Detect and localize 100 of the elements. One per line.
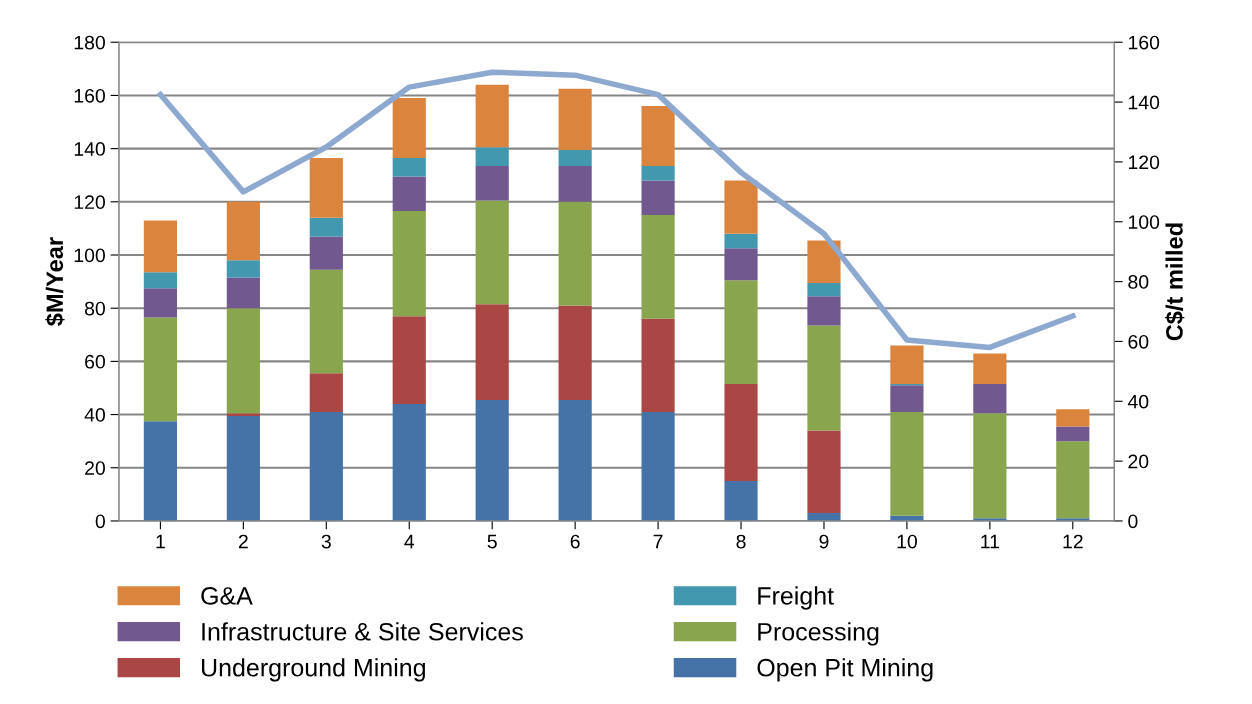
bar [143,421,177,521]
bar [807,240,841,283]
bar [973,353,1007,384]
x-tick-label: 11 [981,534,1000,549]
bar [890,385,924,412]
bar [890,411,924,516]
bar [226,415,260,521]
bar [392,211,426,317]
y-tick-label: 120 [74,195,105,210]
bar [475,147,509,166]
bar [724,481,758,521]
y-tick-label: 100 [74,248,105,263]
y2-tick-label: 120 [1128,155,1160,170]
bar [724,280,758,384]
bar [641,165,675,181]
bar [558,149,592,166]
y2-tick-label: 160 [1128,35,1160,50]
bar [724,248,758,281]
bar [309,411,343,521]
x-tick-label: 2 [238,534,248,549]
bar [890,345,924,384]
y-tick-label: 140 [74,142,105,156]
legend-label: G&A [201,586,253,605]
bar [807,282,841,297]
y-tick-label: 160 [74,88,105,103]
x-tick-label: 12 [1063,534,1083,549]
y2-tick-label: 80 [1128,275,1149,289]
x-tick-label: 6 [570,534,580,549]
bar [558,399,592,521]
y-tick-label: 180 [74,35,105,50]
bar [392,403,426,521]
x-tick-label: 1 [156,534,165,549]
bar [226,308,260,414]
bar [475,84,509,148]
bar [392,157,426,177]
legend-label: Freight [758,586,834,610]
bar [1056,441,1090,519]
bar [724,383,758,482]
bar [143,220,177,273]
y-tick-label: 40 [84,408,105,422]
bar [973,413,1007,519]
bar [558,305,592,400]
bar [309,157,343,218]
bar [724,233,758,249]
x-tick-label: 4 [404,534,415,549]
bar [1056,409,1090,427]
x-tick-label: 7 [653,534,663,549]
y2-axis-title: C$/t milled [1165,223,1185,341]
bar [226,260,260,278]
bar [392,98,426,158]
bar [143,317,177,422]
x-tick-label: 10 [897,534,917,549]
bar [143,272,177,289]
bar [392,316,426,404]
bar [475,165,509,201]
bar [475,200,509,305]
legend-label: Underground Mining [201,658,425,682]
x-tick-label: 9 [819,534,829,549]
bar [226,413,260,416]
bar [392,176,426,212]
x-tick-label: 8 [736,534,746,549]
legend-label: Open Pit Mining [757,658,933,682]
bar [309,217,343,237]
x-tick-label: 3 [321,534,331,549]
y-tick-label: 60 [85,354,105,369]
bar [641,106,675,166]
bar [558,201,592,306]
bar [807,430,841,513]
y2-tick-label: 60 [1128,334,1149,349]
bar [807,512,841,521]
bar [807,325,841,431]
bar [558,88,592,150]
bar [724,180,758,234]
bar [309,269,343,374]
bar [641,411,675,521]
y-tick-label: 80 [84,301,105,316]
bar [641,215,675,319]
legend-label: Processing [758,622,879,646]
y-tick-label: 20 [85,461,105,476]
bar [1056,426,1090,442]
bar [807,296,841,326]
bar [309,373,343,412]
y2-tick-label: 40 [1127,394,1149,409]
y-tick-label: 0 [95,514,105,529]
y2-tick-label: 20 [1128,454,1149,469]
bar [641,180,675,216]
y2-tick-label: 0 [1128,514,1138,529]
y2-tick-label: 140 [1128,95,1160,110]
bar [558,165,592,202]
x-tick-label: 5 [487,534,497,549]
bar [226,201,260,261]
bar [475,304,509,400]
bar [309,236,343,270]
bar [226,277,260,309]
bar [475,399,509,521]
bar [641,318,675,412]
bar [973,383,1007,414]
y2-tick-label: 100 [1128,215,1160,229]
legend-label: Infrastructure & Site Services [202,622,523,641]
y-axis-title: $M/Year [45,237,65,326]
